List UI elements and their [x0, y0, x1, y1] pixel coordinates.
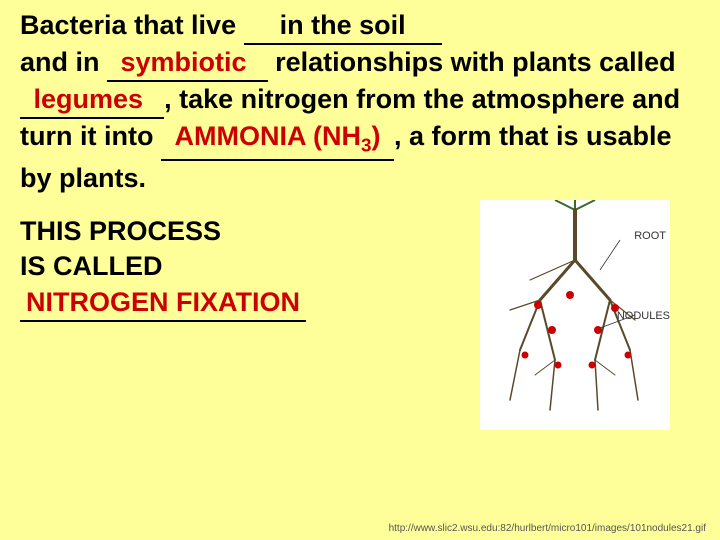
text-part1: Bacteria that live	[20, 10, 244, 40]
answer-symbiotic: symbiotic	[121, 47, 247, 77]
blank-1: in the soil	[244, 8, 442, 45]
blank-3: legumes	[20, 82, 164, 119]
root-label: ROOT	[634, 230, 666, 242]
main-paragraph: Bacteria that live in the soil and in sy…	[20, 8, 700, 196]
process-answer: NITROGEN FIXATION	[20, 285, 306, 322]
root-diagram: ROOT NODULES	[480, 200, 670, 430]
image-credit: http://www.slic2.wsu.edu:82/hurlbert/mic…	[389, 523, 706, 534]
answer-legumes: legumes	[34, 84, 144, 114]
text-part3: relationships with plants called	[268, 47, 676, 77]
answer-soil: in the soil	[280, 10, 406, 40]
answer-ammonia: AMMONIA (NH3)	[174, 121, 380, 151]
blank-2: symbiotic	[107, 45, 268, 82]
text-part2: and in	[20, 47, 107, 77]
nodules-label: NODULES	[617, 310, 670, 322]
blank-4: AMMONIA (NH3)	[161, 119, 394, 161]
